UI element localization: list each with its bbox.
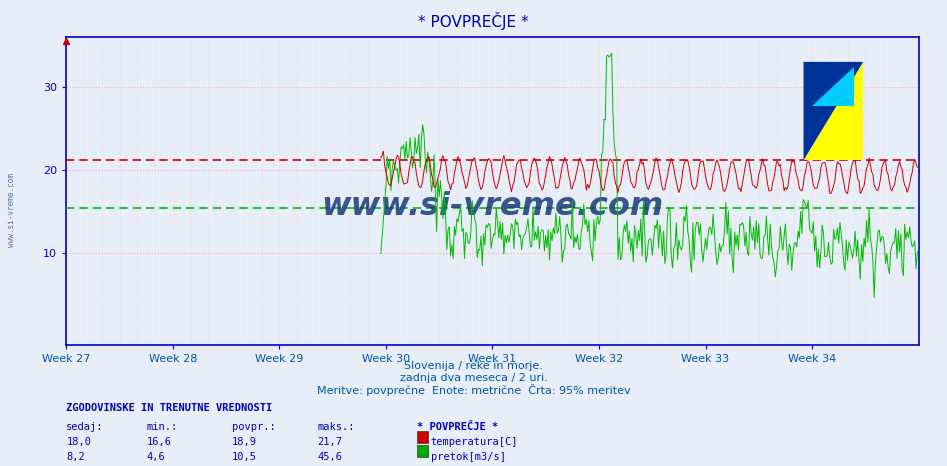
Text: 21,7: 21,7 <box>317 437 342 447</box>
Text: temperatura[C]: temperatura[C] <box>431 437 518 447</box>
Text: zadnja dva meseca / 2 uri.: zadnja dva meseca / 2 uri. <box>400 373 547 383</box>
Text: 8,2: 8,2 <box>66 452 85 462</box>
Text: www.si-vreme.com: www.si-vreme.com <box>7 173 16 247</box>
Polygon shape <box>803 62 863 160</box>
Polygon shape <box>803 62 863 160</box>
Text: min.:: min.: <box>147 422 178 432</box>
Text: 4,6: 4,6 <box>147 452 166 462</box>
Text: 16,6: 16,6 <box>147 437 171 447</box>
Text: 10,5: 10,5 <box>232 452 257 462</box>
Text: www.si-vreme.com: www.si-vreme.com <box>321 191 664 222</box>
Text: ZGODOVINSKE IN TRENUTNE VREDNOSTI: ZGODOVINSKE IN TRENUTNE VREDNOSTI <box>66 403 273 413</box>
Text: pretok[m3/s]: pretok[m3/s] <box>431 452 506 462</box>
Text: 18,9: 18,9 <box>232 437 257 447</box>
Text: * POVPREČJE *: * POVPREČJE * <box>417 422 498 432</box>
Text: maks.:: maks.: <box>317 422 355 432</box>
Text: * POVPREČJE *: * POVPREČJE * <box>419 12 528 30</box>
Text: 45,6: 45,6 <box>317 452 342 462</box>
Text: povpr.:: povpr.: <box>232 422 276 432</box>
Text: Meritve: povprečne  Enote: metrične  Črta: 95% meritev: Meritve: povprečne Enote: metrične Črta:… <box>316 384 631 397</box>
Text: sedaj:: sedaj: <box>66 422 104 432</box>
Text: Slovenija / reke in morje.: Slovenija / reke in morje. <box>404 361 543 371</box>
Text: 18,0: 18,0 <box>66 437 91 447</box>
Polygon shape <box>813 67 854 106</box>
